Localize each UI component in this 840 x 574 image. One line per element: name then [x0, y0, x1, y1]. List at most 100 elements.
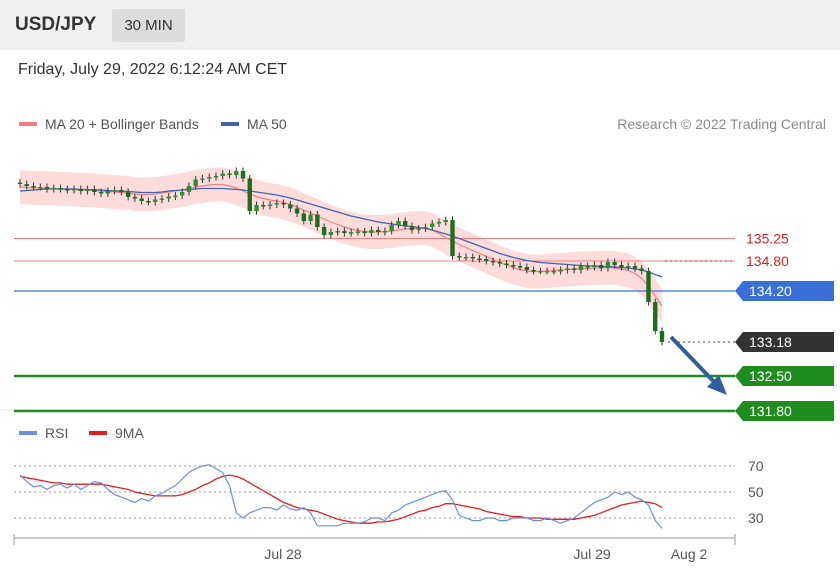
candle-body [308, 214, 313, 221]
candle-body [146, 201, 151, 203]
candle-body [578, 266, 584, 270]
candle-body [375, 230, 381, 232]
label-134-20-bg [735, 281, 834, 301]
candle-body [17, 182, 23, 184]
candle-body [159, 198, 165, 200]
rsi-tick-50: 50 [748, 484, 764, 500]
candle-body [132, 197, 138, 199]
label-134-80: 134.80 [746, 253, 789, 269]
legend-9ma: 9MA [89, 425, 144, 441]
candle-body [267, 204, 273, 206]
candle-body [490, 261, 496, 263]
candle-body [504, 263, 509, 265]
candle-body [382, 231, 388, 233]
candle-body [78, 189, 84, 191]
timeframe-button[interactable]: 30 MIN [112, 9, 185, 42]
label-132-50: 132.50 [749, 368, 792, 384]
candle-body [369, 230, 374, 233]
rsi-line [19, 464, 663, 529]
candle-body [44, 187, 50, 189]
legend-ma50: MA 50 [221, 116, 287, 132]
candle-body [592, 265, 597, 267]
candle-body [565, 268, 570, 270]
rsi-tick-70: 70 [748, 458, 764, 474]
candle-body [193, 179, 198, 186]
candle-body [409, 226, 415, 230]
candle-body [51, 188, 56, 190]
candle-body [646, 271, 651, 302]
candle-body [497, 262, 503, 264]
legend-rsi: RSI [19, 425, 68, 441]
candle-body [139, 198, 144, 201]
label-133-18: 133.18 [749, 334, 792, 350]
candle-body [173, 195, 178, 197]
candle-body [430, 223, 435, 227]
candle-body [179, 192, 185, 196]
candle-body [531, 270, 536, 272]
projection-arrow-head [707, 375, 727, 395]
candle-body [247, 178, 252, 211]
legend-9ma-label: 9MA [115, 425, 144, 441]
candle-body [342, 231, 347, 233]
candle-body [436, 222, 442, 224]
candle-body [416, 228, 421, 230]
candle-body [71, 189, 77, 191]
candle-body [612, 262, 617, 265]
candle-body [558, 270, 563, 272]
candle-body [538, 271, 543, 273]
ma50-line [19, 187, 663, 278]
label-134-20: 134.20 [749, 283, 792, 299]
chart-header: USD/JPY 30 MIN [0, 0, 840, 50]
candle-body [200, 178, 205, 180]
ma9-swatch [89, 431, 107, 435]
rsi-swatch [19, 431, 37, 435]
candle-body [463, 257, 469, 259]
candle-body [403, 221, 408, 226]
candle-body [288, 204, 293, 209]
ma20-swatch [19, 122, 37, 126]
candle-body [85, 189, 90, 191]
candle-body [362, 231, 367, 233]
candle-body [234, 171, 239, 175]
candle-body [105, 191, 111, 194]
candle-body [220, 173, 225, 176]
candle-body [301, 213, 307, 221]
candle-body [396, 221, 401, 225]
candle-body [321, 227, 327, 235]
projection-arrow-shaft [669, 335, 720, 388]
ma50-swatch [221, 122, 239, 126]
rsi-tick-30: 30 [748, 510, 764, 526]
currency-pair-title: USD/JPY [15, 14, 97, 35]
candle-body [389, 225, 394, 231]
candle-body [443, 220, 448, 222]
candle-body [58, 188, 63, 190]
candle-body [294, 208, 300, 214]
candle-body [524, 267, 530, 270]
candle-body [38, 187, 43, 189]
candle-body [281, 203, 286, 205]
candle-body [98, 192, 104, 194]
candle-body [598, 265, 604, 268]
candle-body [484, 259, 489, 261]
label-131-80-bg [735, 401, 834, 421]
label-135-25: 135.25 [746, 231, 789, 247]
candle-body [544, 271, 550, 273]
candle-body [639, 268, 644, 271]
candle-body [119, 190, 124, 192]
candle-body [112, 190, 117, 192]
candle-body [166, 196, 171, 199]
candle-body [227, 173, 232, 175]
x-label-jul28: Jul 28 [264, 546, 302, 562]
candle-body [450, 220, 455, 256]
candle-body [240, 171, 246, 179]
candle-body [274, 203, 279, 205]
candle-body [470, 257, 475, 259]
candle-body [632, 266, 638, 269]
candle-body [659, 331, 665, 342]
candle-body [65, 189, 70, 191]
candle-body [457, 256, 462, 258]
research-credit: Research © 2022 Trading Central [617, 116, 826, 132]
legend-rsi-label: RSI [45, 425, 69, 441]
candle-body [626, 266, 631, 268]
